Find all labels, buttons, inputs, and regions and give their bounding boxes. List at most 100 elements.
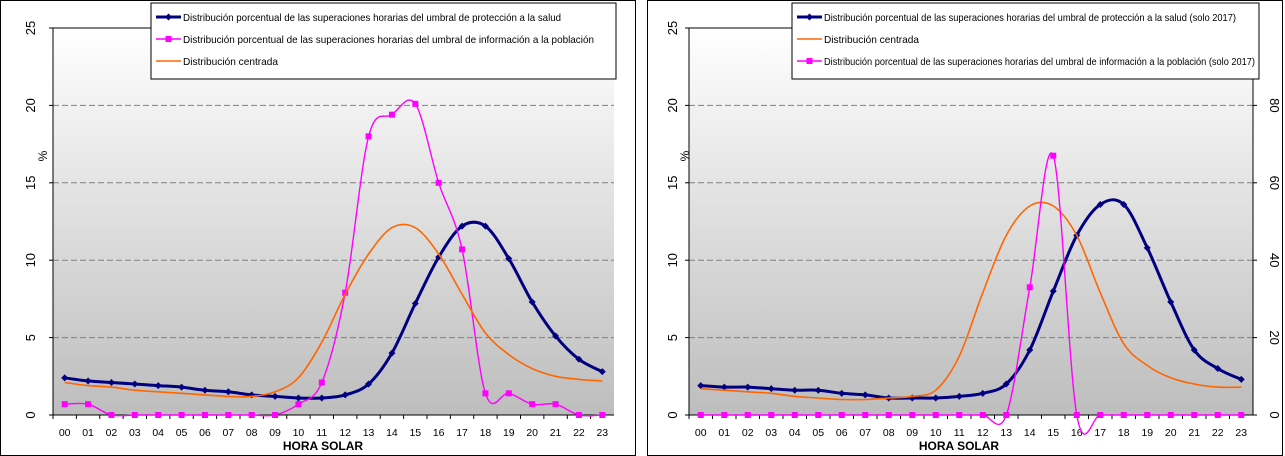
data-point xyxy=(1190,346,1198,354)
data-point xyxy=(388,349,396,357)
data-point xyxy=(318,379,325,386)
x-tick-label: 21 xyxy=(550,427,562,439)
data-point xyxy=(131,380,139,388)
y-axis-label: % xyxy=(36,150,50,161)
data-point xyxy=(61,374,69,382)
x-tick-label: 17 xyxy=(456,427,468,439)
data-point xyxy=(108,412,115,418)
data-point xyxy=(956,412,963,418)
legend-label: Distribución centrada xyxy=(183,56,278,68)
data-point xyxy=(365,133,372,140)
series-line xyxy=(700,201,1242,401)
data-point xyxy=(814,386,822,394)
x-tick-label: 11 xyxy=(954,427,965,439)
data-point xyxy=(295,401,302,408)
x-tick-label: 00 xyxy=(59,427,71,439)
y2-tick-label: 20 xyxy=(1267,330,1282,344)
data-point xyxy=(552,401,559,408)
legend-box xyxy=(791,2,1260,80)
y2-tick-label: 0 xyxy=(1267,411,1282,418)
x-tick-label: 22 xyxy=(1212,427,1224,439)
data-point xyxy=(552,332,560,340)
data-point xyxy=(1214,365,1222,373)
y2-tick-label: 80 xyxy=(1267,98,1282,112)
x-tick-label: 20 xyxy=(1165,427,1177,439)
data-point xyxy=(1026,346,1034,354)
data-point xyxy=(131,412,138,418)
data-point xyxy=(575,412,582,418)
x-tick-label: 17 xyxy=(1094,427,1106,439)
data-point xyxy=(838,412,845,418)
x-tick-label: 16 xyxy=(1071,427,1083,439)
data-point xyxy=(1167,412,1174,418)
data-point xyxy=(1120,200,1128,208)
legend-label: Distribución centrada xyxy=(824,34,919,46)
data-point xyxy=(955,392,963,400)
x-axis-label: HORA SOLAR xyxy=(283,439,364,453)
x-tick-label: 11 xyxy=(316,427,327,439)
data-point xyxy=(341,391,349,399)
y-tick-label: 10 xyxy=(665,253,680,267)
data-point xyxy=(744,383,752,391)
x-tick-label: 21 xyxy=(1188,427,1200,439)
data-point xyxy=(61,401,68,408)
data-point xyxy=(248,412,255,418)
data-point xyxy=(271,392,279,400)
data-point xyxy=(505,255,513,263)
legend-label: Distribución porcentual de las superacio… xyxy=(183,12,561,24)
data-point xyxy=(318,394,326,402)
data-point xyxy=(1003,412,1010,418)
x-tick-label: 23 xyxy=(596,427,608,439)
plot-area xyxy=(53,28,614,415)
data-point xyxy=(1237,375,1245,383)
x-tick-label: 00 xyxy=(695,427,707,439)
data-point xyxy=(768,412,775,418)
data-point xyxy=(885,412,892,418)
x-tick-label: 04 xyxy=(152,427,164,439)
data-point xyxy=(1049,287,1057,295)
data-point xyxy=(294,394,302,402)
data-point xyxy=(178,412,185,418)
data-point xyxy=(1096,200,1104,208)
x-tick-label: 03 xyxy=(765,427,777,439)
data-point xyxy=(979,389,987,397)
x-tick-label: 09 xyxy=(906,427,918,439)
data-point xyxy=(909,412,916,418)
data-point xyxy=(84,377,92,385)
data-point xyxy=(224,388,232,396)
data-point xyxy=(862,412,869,418)
x-tick-label: 15 xyxy=(1047,427,1059,439)
x-tick-label: 13 xyxy=(1000,427,1012,439)
data-point xyxy=(1026,284,1033,291)
legend-label: Distribución porcentual de las superacio… xyxy=(824,56,1255,68)
x-tick-label: 07 xyxy=(222,427,234,439)
y-tick-label: 10 xyxy=(23,253,38,267)
x-tick-label: 12 xyxy=(977,427,989,439)
x-tick-label: 08 xyxy=(246,427,258,439)
data-point xyxy=(178,383,186,391)
data-point xyxy=(721,412,728,418)
y2-tick-label: 40 xyxy=(1267,253,1282,267)
y-tick-label: 0 xyxy=(665,411,680,418)
x-tick-label: 02 xyxy=(742,427,754,439)
data-point xyxy=(481,222,489,230)
legend-marker xyxy=(165,13,172,21)
data-point xyxy=(1143,244,1151,252)
y2-tick-label: 60 xyxy=(1267,176,1282,190)
y-tick-label: 5 xyxy=(23,334,38,341)
y-tick-label: 20 xyxy=(665,98,680,112)
data-point xyxy=(979,412,986,418)
x-tick-label: 05 xyxy=(812,427,824,439)
series-line xyxy=(64,223,603,398)
x-tick-label: 03 xyxy=(129,427,141,439)
x-tick-label: 10 xyxy=(930,427,942,439)
data-point xyxy=(1050,152,1057,159)
legend-label: Distribución porcentual de las superacio… xyxy=(183,34,594,46)
legend-label: Distribución porcentual de las superacio… xyxy=(824,12,1236,24)
data-point xyxy=(697,412,704,418)
data-point xyxy=(932,394,940,402)
data-point xyxy=(932,412,939,418)
data-point xyxy=(744,412,751,418)
